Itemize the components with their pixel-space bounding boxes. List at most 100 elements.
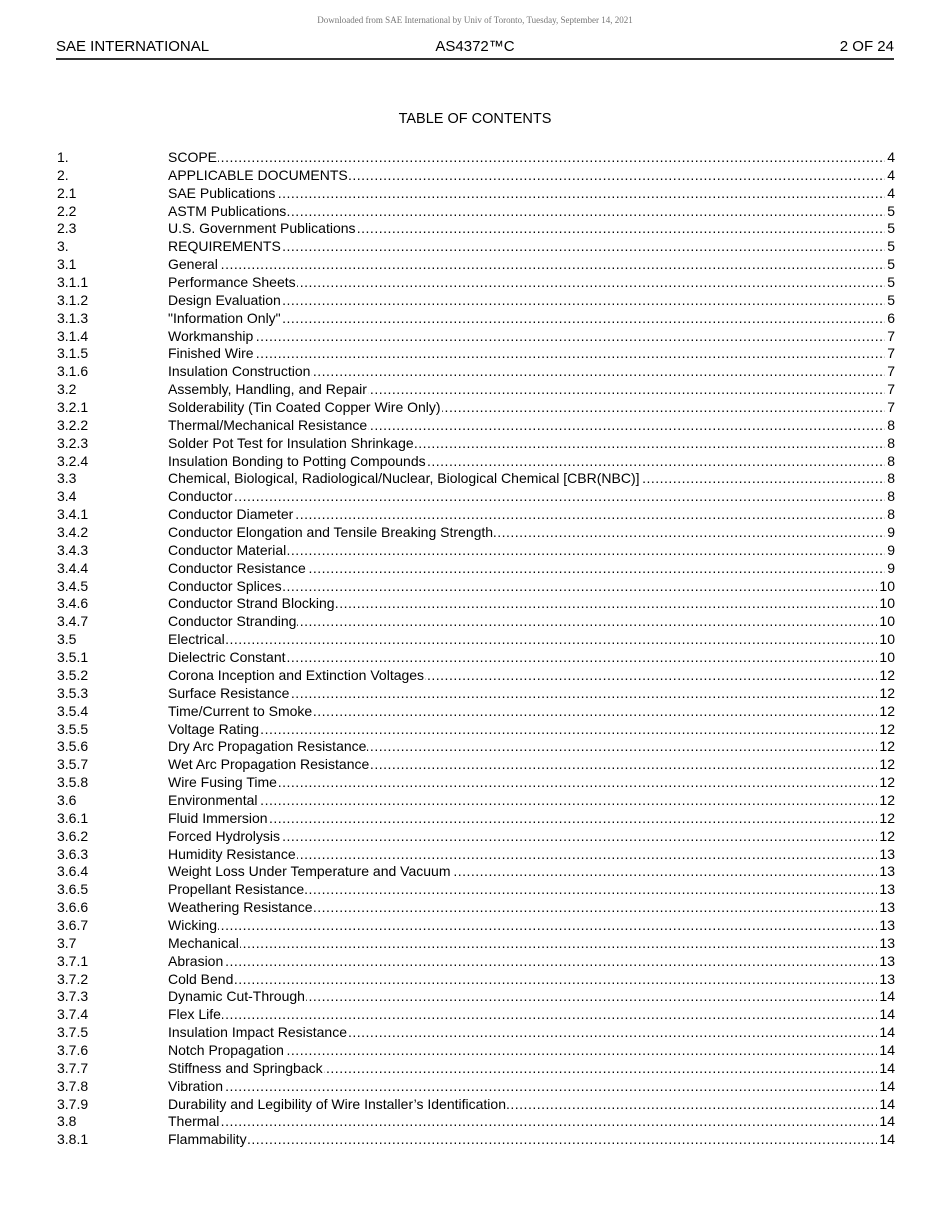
section-title: Weathering Resistance <box>168 899 314 916</box>
toc-entry[interactable]: 3.7 Mechanical 13 <box>57 934 895 953</box>
toc-entry[interactable]: 3.1.1 Performance Sheets 5 <box>57 274 895 292</box>
toc-entry[interactable]: 3.7.7 Stiffness and Springback 14 <box>57 1059 895 1078</box>
toc-entry[interactable]: 3.7.5 Insulation Impact Resistance 14 <box>57 1024 895 1042</box>
section-page: 14 <box>877 1077 895 1096</box>
section-page: 13 <box>877 952 895 971</box>
section-number: 3.5.4 <box>57 702 89 719</box>
section-title: Solderability (Tin Coated Copper Wire On… <box>168 399 442 416</box>
toc-entry[interactable]: 3.5.2 Corona Inception and Extinction Vo… <box>57 666 895 685</box>
toc-entry[interactable]: 3.5.7 Wet Arc Propagation Resistance 12 <box>57 756 895 775</box>
toc-entry[interactable]: 3.7.8 Vibration 14 <box>57 1077 895 1096</box>
toc-entry[interactable]: 1. SCOPE 4 <box>57 149 895 167</box>
section-title: Flammability <box>168 1131 248 1148</box>
toc-entry[interactable]: 3.2.4 Insulation Bonding to Potting Comp… <box>57 452 895 471</box>
toc-entry[interactable]: 3.7.3 Dynamic Cut-Through 14 <box>57 988 895 1007</box>
toc-entry[interactable]: 3.4.2 Conductor Elongation and Tensile B… <box>57 524 895 542</box>
section-number: 3.2 <box>57 381 77 398</box>
section-entry: Corona Inception and Extinction Voltages… <box>168 666 895 685</box>
toc-entry[interactable]: 3.6 Environmental 12 <box>57 791 895 810</box>
dot-leader <box>168 935 895 953</box>
section-page: 9 <box>885 541 895 560</box>
toc-entry[interactable]: 3.8.1 Flammability 14 <box>57 1131 895 1150</box>
section-page: 8 <box>885 470 895 489</box>
section-entry: Stiffness and Springback 14 <box>168 1059 895 1078</box>
section-title: Propellant Resistance <box>168 881 306 898</box>
toc-entry[interactable]: 3.4.7 Conductor Stranding 10 <box>57 613 895 632</box>
toc-entry[interactable]: 3.2 Assembly, Handling, and Repair 7 <box>57 381 895 400</box>
toc-entry[interactable]: 3.6.5 Propellant Resistance 13 <box>57 881 895 900</box>
section-page: 10 <box>877 577 895 596</box>
toc-entry[interactable]: 3.8 Thermal 14 <box>57 1113 895 1132</box>
toc-entry[interactable]: 3.5 Electrical 10 <box>57 631 895 650</box>
toc-entry[interactable]: 3.6.1 Fluid Immersion 12 <box>57 809 895 828</box>
dot-leader <box>168 631 895 649</box>
toc-entry[interactable]: 3.6.7 Wicking 13 <box>57 916 895 935</box>
section-page: 8 <box>885 488 895 507</box>
toc-entry[interactable]: 3.5.5 Voltage Rating 12 <box>57 720 895 739</box>
toc-entry[interactable]: 3.4.5 Conductor Splices 10 <box>57 577 895 596</box>
toc-entry[interactable]: 3.1.2 Design Evaluation 5 <box>57 291 895 310</box>
section-title: Time/Current to Smoke <box>168 702 314 719</box>
toc-entry[interactable]: 3. REQUIREMENTS 5 <box>57 238 895 257</box>
toc-entry[interactable]: 3.6.6 Weathering Resistance 13 <box>57 899 895 917</box>
section-number: 3.7.5 <box>57 1024 89 1041</box>
section-number: 3.7.7 <box>57 1059 89 1076</box>
toc-entry[interactable]: 2. APPLICABLE DOCUMENTS 4 <box>57 166 895 185</box>
section-title: Humidity Resistance <box>168 845 297 862</box>
toc-entry[interactable]: 3.3 Chemical, Biological, Radiological/N… <box>57 470 895 489</box>
toc-entry[interactable]: 3.2.1 Solderability (Tin Coated Copper W… <box>57 399 895 417</box>
toc-entry[interactable]: 3.1.4 Workmanship 7 <box>57 327 895 346</box>
toc-entry[interactable]: 3.7.1 Abrasion 13 <box>57 952 895 971</box>
section-number: 3.6.1 <box>57 809 89 826</box>
toc-entry[interactable]: 2.2 ASTM Publications 5 <box>57 202 895 221</box>
section-title: Fluid Immersion <box>168 809 269 826</box>
toc-entry[interactable]: 3.6.2 Forced Hydrolysis 12 <box>57 827 895 846</box>
section-entry: Dry Arc Propagation Resistance 12 <box>168 738 895 757</box>
toc-entry[interactable]: 2.3 U.S. Government Publications 5 <box>57 220 895 239</box>
section-title: Surface Resistance <box>168 684 291 701</box>
section-number: 3.5.8 <box>57 774 89 791</box>
toc-title: TABLE OF CONTENTS <box>398 111 552 127</box>
toc-entry[interactable]: 3.6.4 Weight Loss Under Temperature and … <box>57 863 895 882</box>
toc-entry[interactable]: 3.1 General 5 <box>57 256 895 275</box>
toc-entry[interactable]: 3.5.4 Time/Current to Smoke 12 <box>57 702 895 721</box>
section-title: Voltage Rating <box>168 720 261 737</box>
toc-entry[interactable]: 3.4.4 Conductor Resistance 9 <box>57 559 895 578</box>
toc-entry[interactable]: 3.6.3 Humidity Resistance 13 <box>57 845 895 864</box>
section-number: 3.7.6 <box>57 1041 89 1058</box>
section-entry: Time/Current to Smoke 12 <box>168 702 895 721</box>
toc-entry[interactable]: 3.4.6 Conductor Strand Blocking 10 <box>57 595 895 614</box>
toc-entry[interactable]: 3.4.1 Conductor Diameter 8 <box>57 506 895 525</box>
section-page: 5 <box>885 291 895 310</box>
toc-entry[interactable]: 3.5.6 Dry Arc Propagation Resistance 12 <box>57 738 895 757</box>
toc-entry[interactable]: 3.5.8 Wire Fusing Time 12 <box>57 774 895 792</box>
section-title: Conductor Strand Blocking <box>168 595 336 612</box>
toc-entry[interactable]: 3.2.2 Thermal/Mechanical Resistance 8 <box>57 416 895 435</box>
section-number: 3. <box>57 238 69 255</box>
section-title: Conductor Splices <box>168 577 283 594</box>
toc-entry[interactable]: 3.5.1 Dielectric Constant 10 <box>57 649 895 667</box>
toc-entry[interactable]: 3.4 Conductor 8 <box>57 488 895 507</box>
section-number: 2.1 <box>57 184 77 201</box>
toc-entry[interactable]: 2.1 SAE Publications 4 <box>57 184 895 203</box>
section-number: 2. <box>57 166 69 183</box>
section-page: 12 <box>877 756 895 775</box>
dot-leader <box>168 1131 895 1149</box>
toc-entry[interactable]: 3.2.3 Solder Pot Test for Insulation Shr… <box>57 434 895 453</box>
toc-entry[interactable]: 3.7.9 Durability and Legibility of Wire … <box>57 1095 895 1114</box>
section-page: 8 <box>885 434 895 453</box>
toc-entry[interactable]: 3.7.4 Flex Life 14 <box>57 1006 895 1025</box>
toc-entry[interactable]: 3.7.6 Notch Propagation 14 <box>57 1041 895 1060</box>
toc-entry[interactable]: 3.1.3 "Information Only" 6 <box>57 309 895 328</box>
section-page: 14 <box>877 1024 895 1042</box>
toc-entry[interactable]: 3.5.3 Surface Resistance 12 <box>57 684 895 703</box>
toc-entry[interactable]: 3.4.3 Conductor Material 9 <box>57 541 895 560</box>
toc-entry[interactable]: 3.1.6 Insulation Construction 7 <box>57 363 895 382</box>
section-entry: Insulation Construction 7 <box>168 363 895 382</box>
section-entry: APPLICABLE DOCUMENTS 4 <box>168 166 895 185</box>
toc-entry[interactable]: 3.7.2 Cold Bend 13 <box>57 970 895 989</box>
section-entry: Conductor Strand Blocking 10 <box>168 595 895 614</box>
section-page: 12 <box>877 684 895 703</box>
toc-entry[interactable]: 3.1.5 Finished Wire 7 <box>57 345 895 364</box>
section-entry: Environmental 12 <box>168 791 895 810</box>
